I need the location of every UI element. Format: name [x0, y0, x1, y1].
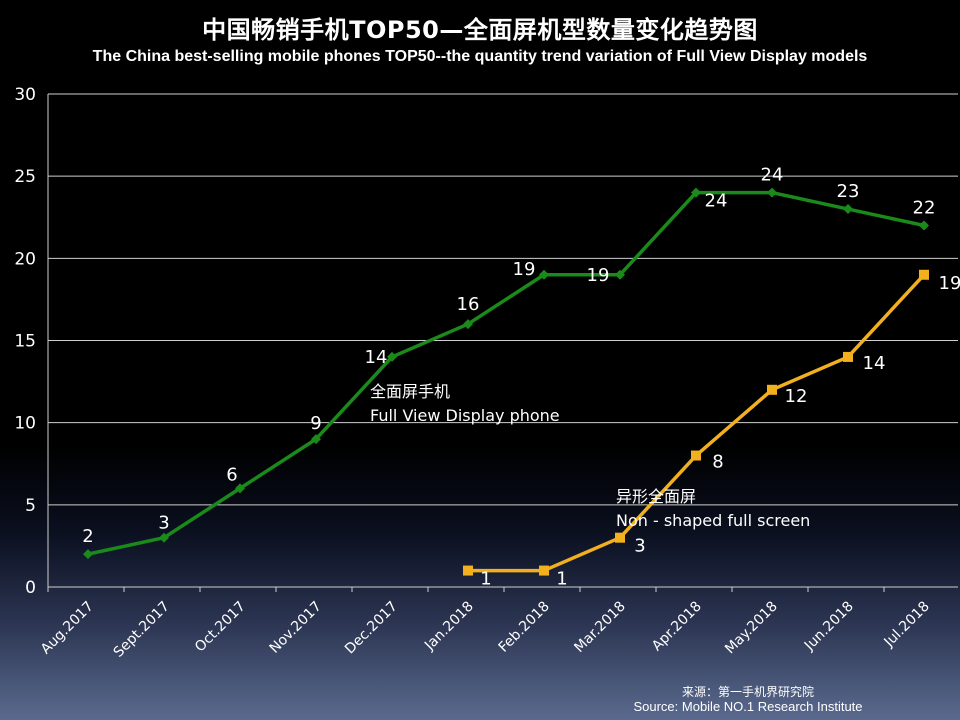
series-annotation-cn: 全面屏手机: [370, 382, 450, 401]
data-point-2: [463, 565, 473, 576]
x-tick-label: Jun.2018: [801, 599, 857, 655]
data-label: 12: [785, 386, 808, 407]
y-tick-label: 5: [25, 496, 36, 516]
data-label: 1: [480, 569, 491, 590]
data-point-1: [691, 187, 701, 198]
series-line-1: [87, 190, 925, 556]
x-tick-label: Mar.2018: [571, 599, 628, 656]
x-tick-label: Oct.2017: [192, 599, 249, 656]
data-point-2: [767, 384, 777, 395]
data-point-1: [235, 483, 245, 494]
data-point-1: [615, 269, 625, 280]
data-point-1: [767, 187, 777, 198]
y-tick-label: 25: [14, 167, 36, 187]
data-label: 19: [587, 265, 610, 286]
data-point-1: [843, 204, 853, 215]
data-point-2: [919, 269, 929, 280]
y-tick-label: 15: [14, 332, 36, 352]
data-label: 23: [837, 181, 860, 202]
y-tick-label: 0: [25, 578, 36, 598]
data-label: 19: [939, 273, 960, 294]
data-label: 2: [82, 526, 93, 547]
series-annotation-en: Non - shaped full screen: [616, 511, 810, 530]
data-label: 14: [365, 347, 388, 368]
y-tick-label: 10: [14, 414, 36, 434]
data-label: 16: [457, 294, 480, 315]
data-point-1: [311, 434, 321, 445]
data-point-2: [615, 532, 625, 543]
data-label: 19: [513, 259, 536, 280]
series-annotation-cn: 异形全面屏: [616, 487, 696, 506]
x-tick-label: Nov.2017: [267, 599, 325, 657]
data-point-1: [387, 351, 397, 362]
chart-title: 中国畅销手机TOP50—全面屏机型数量变化趋势图: [202, 16, 758, 44]
data-point-2: [539, 565, 549, 576]
data-label: 6: [226, 464, 237, 485]
data-point-1: [83, 549, 93, 560]
source-note-en: Source: Mobile NO.1 Research Institute: [633, 699, 863, 714]
series-annotation-en: Full View Display phone: [370, 406, 560, 425]
data-label: 24: [761, 165, 784, 186]
data-point-1: [159, 532, 169, 543]
data-point-1: [539, 269, 549, 280]
data-label: 3: [158, 513, 169, 534]
x-tick-label: Apr.2018: [649, 599, 705, 655]
data-point-1: [919, 220, 929, 231]
data-point-2: [691, 450, 701, 461]
data-label: 8: [712, 452, 723, 473]
chart-subtitle: The China best-selling mobile phones TOP…: [92, 48, 868, 65]
data-label: 22: [913, 197, 936, 218]
x-tick-label: May.2018: [722, 599, 781, 658]
x-tick-label: Feb.2018: [496, 599, 553, 656]
data-label: 9: [310, 413, 321, 434]
data-label: 14: [863, 353, 886, 374]
y-tick-label: 20: [14, 249, 36, 269]
x-tick-label: Dec.2017: [342, 599, 401, 658]
data-point-1: [463, 319, 473, 330]
x-tick-label: Jul.2018: [881, 599, 933, 651]
y-tick-label: 30: [14, 85, 36, 105]
source-note-cn: 来源：第一手机界研究院: [681, 685, 814, 699]
data-label: 24: [705, 191, 728, 212]
x-tick-label: Jan.2018: [421, 599, 477, 655]
x-tick-label: Aug.2017: [38, 599, 97, 658]
data-label: 1: [556, 569, 567, 590]
x-tick-label: Sept.2017: [111, 599, 173, 661]
data-label: 3: [634, 536, 645, 557]
data-point-2: [843, 351, 853, 362]
